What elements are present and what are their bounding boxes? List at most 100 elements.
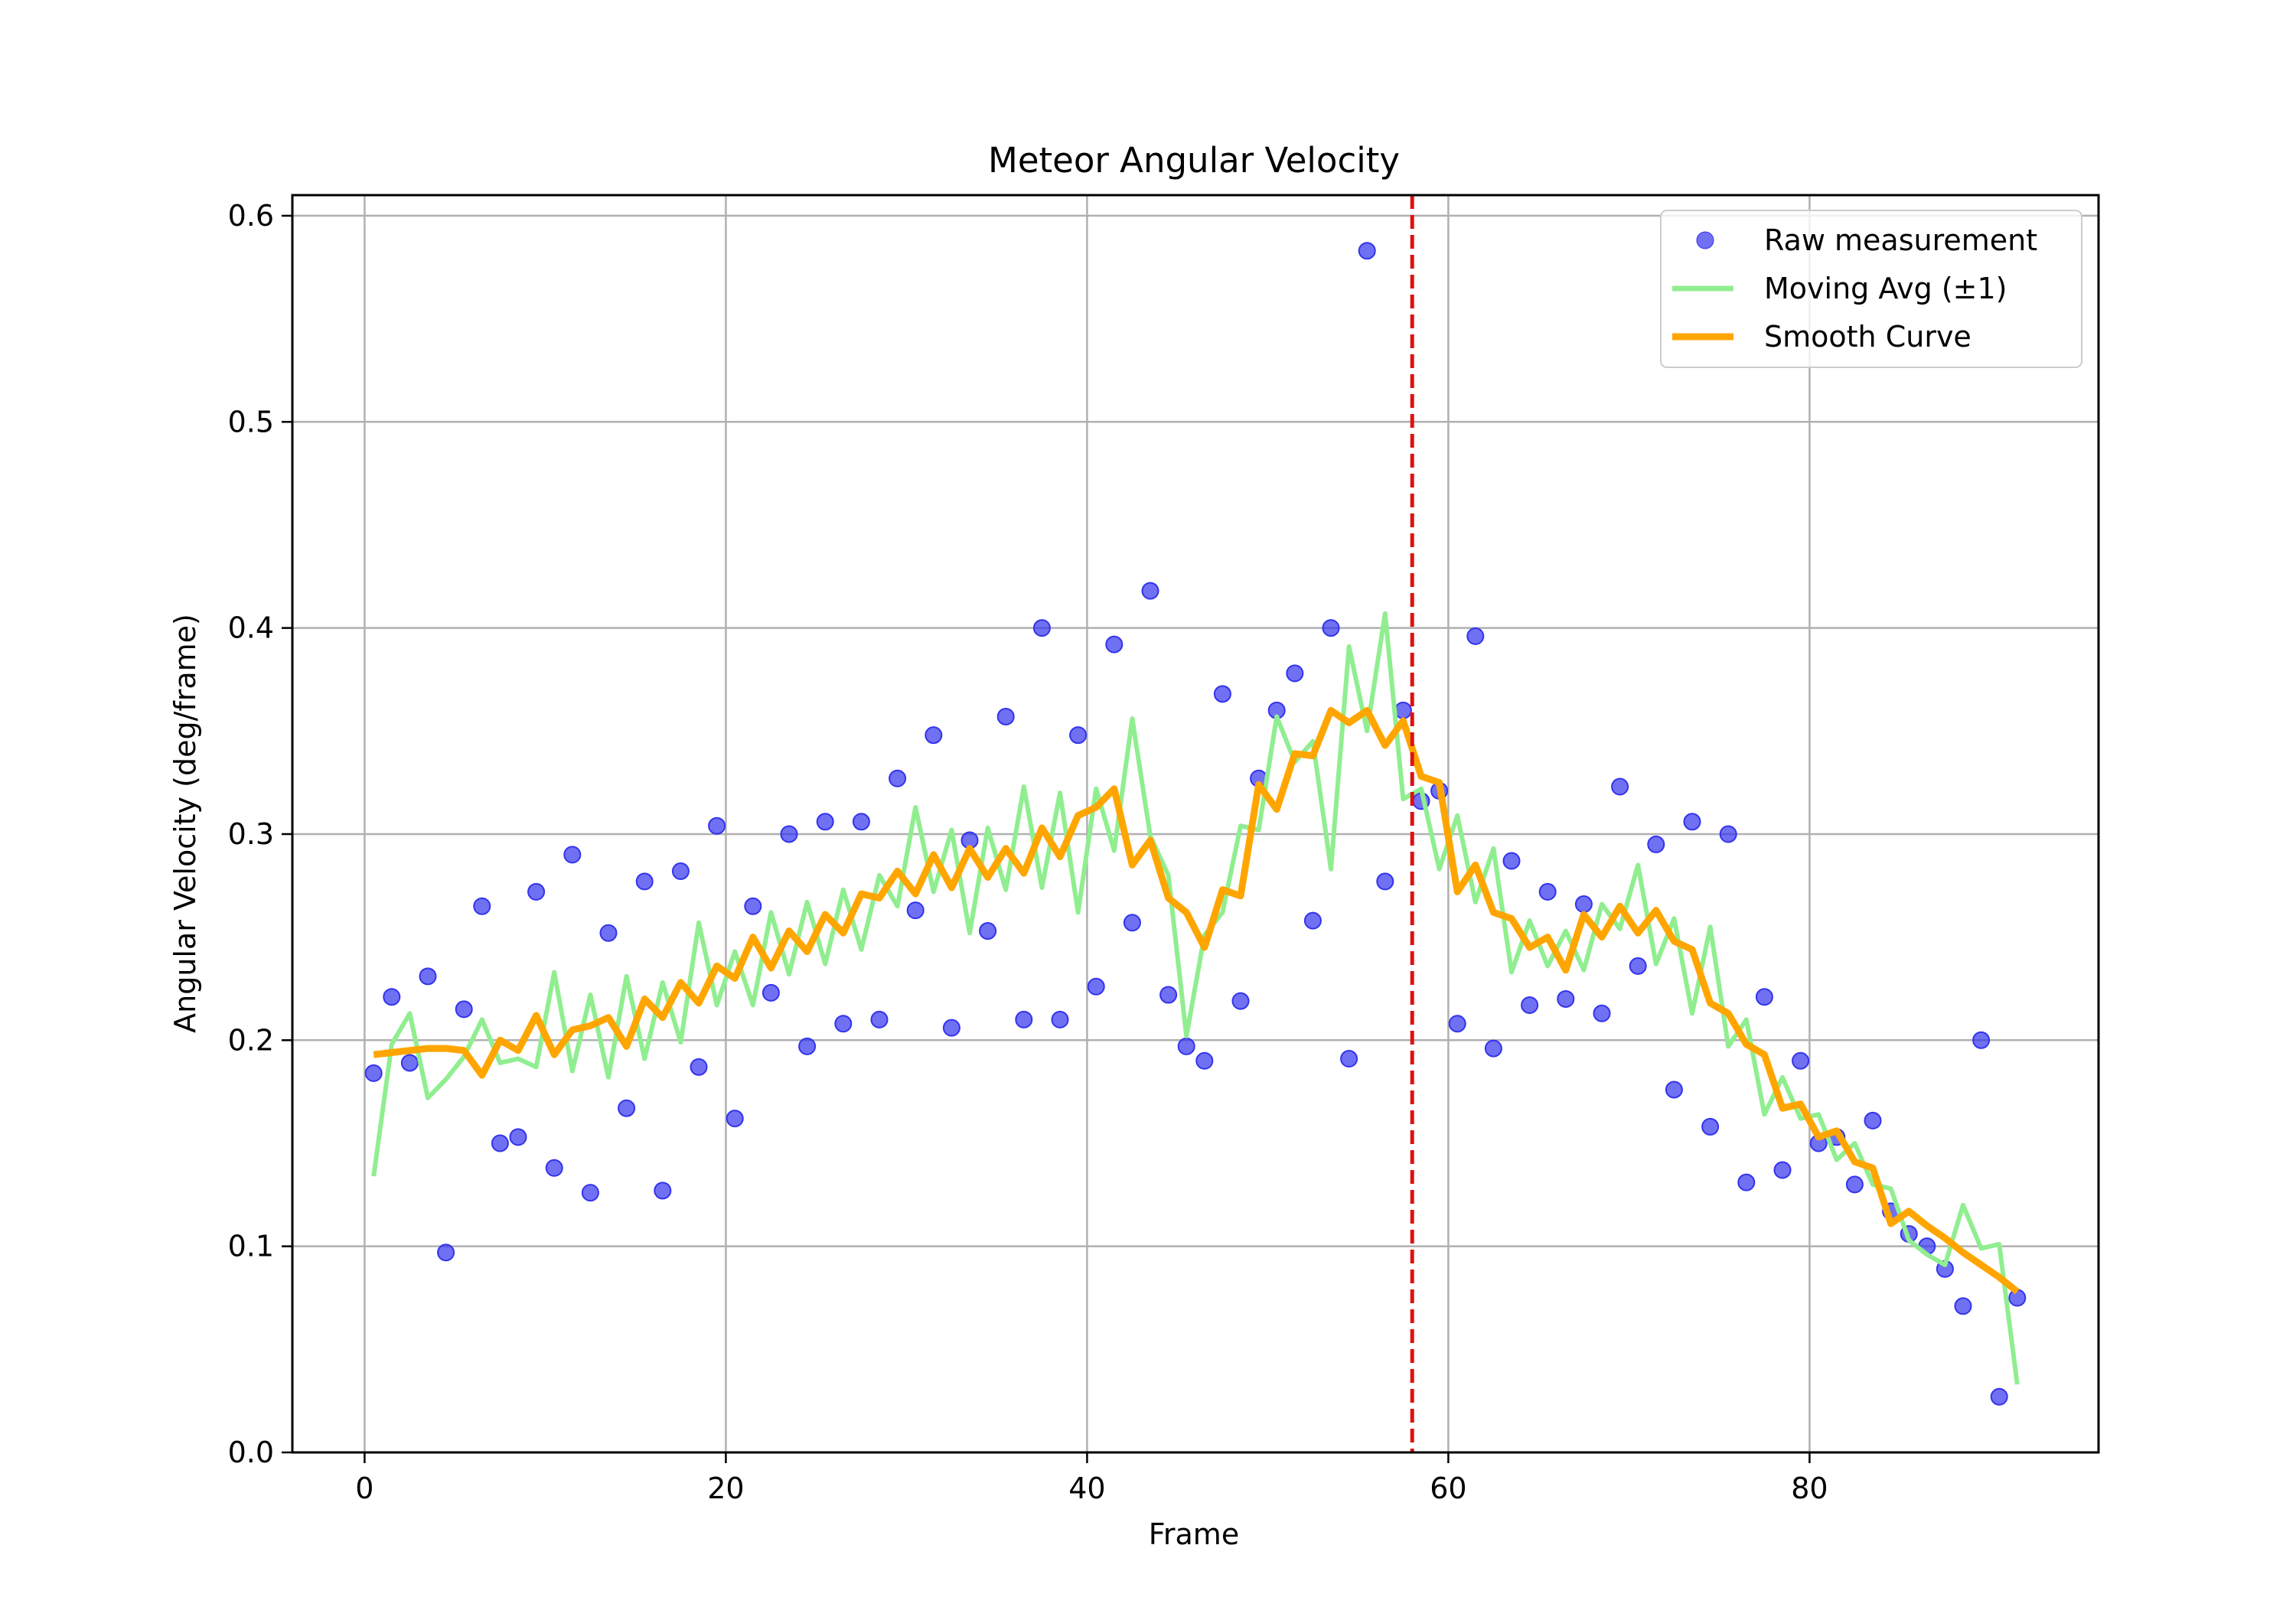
y-tick-label: 0.2 <box>228 1023 274 1057</box>
raw-point <box>1719 825 1737 843</box>
raw-point <box>780 825 798 843</box>
y-tick-label: 0.6 <box>228 199 274 233</box>
series-layer <box>364 195 2027 1452</box>
raw-point <box>1773 1161 1792 1179</box>
raw-point <box>1231 992 1250 1010</box>
raw-point <box>1123 914 1141 932</box>
series-raw-measurement <box>364 242 2027 1406</box>
raw-point <box>1069 726 1088 745</box>
raw-point <box>491 1134 509 1152</box>
raw-point <box>473 897 491 915</box>
raw-point <box>1340 1050 1358 1068</box>
raw-point <box>1376 872 1394 891</box>
raw-point <box>1105 635 1124 654</box>
raw-point <box>1792 1051 1810 1070</box>
legend-label-moving-avg: Moving Avg (±1) <box>1764 272 2007 305</box>
raw-point <box>635 872 654 891</box>
raw-point <box>726 1110 744 1128</box>
chart-title: Meteor Angular Velocity <box>988 140 1400 181</box>
y-tick-label: 0.1 <box>228 1230 274 1263</box>
raw-point <box>1665 1081 1683 1099</box>
smooth-curve-line <box>373 706 2020 1295</box>
raw-point <box>979 922 997 940</box>
raw-point <box>455 1000 473 1019</box>
raw-point <box>1593 1004 1611 1022</box>
x-tick-label: 20 <box>707 1472 744 1505</box>
raw-point <box>1990 1387 2008 1406</box>
raw-point <box>509 1128 527 1146</box>
raw-point <box>1159 986 1178 1004</box>
raw-point <box>654 1182 672 1200</box>
legend: Raw measurement Moving Avg (±1) Smooth C… <box>1660 210 2082 368</box>
raw-point <box>1177 1037 1195 1055</box>
axes-frame <box>291 194 2100 1454</box>
raw-point <box>527 882 546 901</box>
raw-point <box>1015 1010 1033 1028</box>
raw-point <box>889 769 907 787</box>
moving-avg-line <box>371 611 2020 1385</box>
raw-point <box>1141 582 1159 600</box>
raw-point <box>834 1015 853 1033</box>
raw-point <box>1574 895 1593 914</box>
legend-label-smooth: Smooth Curve <box>1764 320 1971 354</box>
y-axis: 0.0 0.1 0.2 0.3 0.4 0.5 0.6 <box>228 199 292 1469</box>
raw-point <box>1358 242 1376 260</box>
raw-point <box>1521 996 1539 1015</box>
x-tick-label: 80 <box>1791 1472 1828 1505</box>
raw-point <box>816 813 834 831</box>
raw-point <box>1448 1015 1466 1033</box>
raw-point <box>1972 1031 1991 1049</box>
y-tick-label: 0.3 <box>228 817 274 851</box>
raw-point <box>852 813 870 831</box>
x-tick-label: 60 <box>1430 1472 1466 1505</box>
raw-point <box>762 983 780 1002</box>
x-axis: 0 20 40 60 80 <box>355 1452 1828 1505</box>
raw-point <box>581 1184 599 1202</box>
raw-point <box>1322 619 1340 637</box>
raw-point <box>1032 619 1051 637</box>
grid <box>292 195 2099 1454</box>
raw-point <box>1557 989 1575 1008</box>
raw-point <box>798 1037 817 1055</box>
raw-point <box>1394 701 1412 719</box>
raw-point <box>1737 1173 1756 1191</box>
raw-point <box>437 1244 455 1262</box>
raw-point <box>1087 977 1105 996</box>
raw-point <box>1611 777 1629 796</box>
raw-point <box>1954 1297 1972 1315</box>
raw-point <box>2008 1289 2027 1307</box>
raw-point <box>419 967 437 986</box>
raw-point <box>545 1159 563 1177</box>
x-tick-label: 40 <box>1068 1472 1105 1505</box>
raw-point <box>599 924 618 942</box>
raw-point <box>1484 1039 1502 1058</box>
raw-point <box>996 707 1015 725</box>
raw-point <box>671 862 690 880</box>
y-tick-label: 0.0 <box>228 1436 274 1469</box>
raw-point <box>1051 1010 1069 1028</box>
raw-point <box>1629 957 1647 975</box>
raw-point <box>1538 882 1557 901</box>
raw-point <box>1864 1111 1882 1129</box>
raw-point <box>925 726 943 745</box>
raw-point <box>708 817 726 835</box>
y-tick-label: 0.5 <box>228 405 274 438</box>
raw-point <box>1502 852 1521 870</box>
raw-point <box>400 1054 419 1072</box>
raw-point <box>870 1010 889 1028</box>
raw-point <box>906 901 925 920</box>
raw-point <box>1195 1051 1214 1070</box>
raw-point <box>364 1064 383 1082</box>
raw-point <box>618 1099 636 1117</box>
raw-point <box>1845 1175 1864 1194</box>
raw-point <box>1286 664 1304 683</box>
raw-point <box>1755 988 1773 1006</box>
raw-point <box>563 846 582 864</box>
raw-point <box>1683 813 1701 831</box>
raw-point <box>1466 627 1485 645</box>
raw-point <box>383 988 401 1006</box>
raw-point <box>744 897 762 915</box>
legend-box <box>1660 210 2082 368</box>
raw-point <box>1303 911 1322 930</box>
